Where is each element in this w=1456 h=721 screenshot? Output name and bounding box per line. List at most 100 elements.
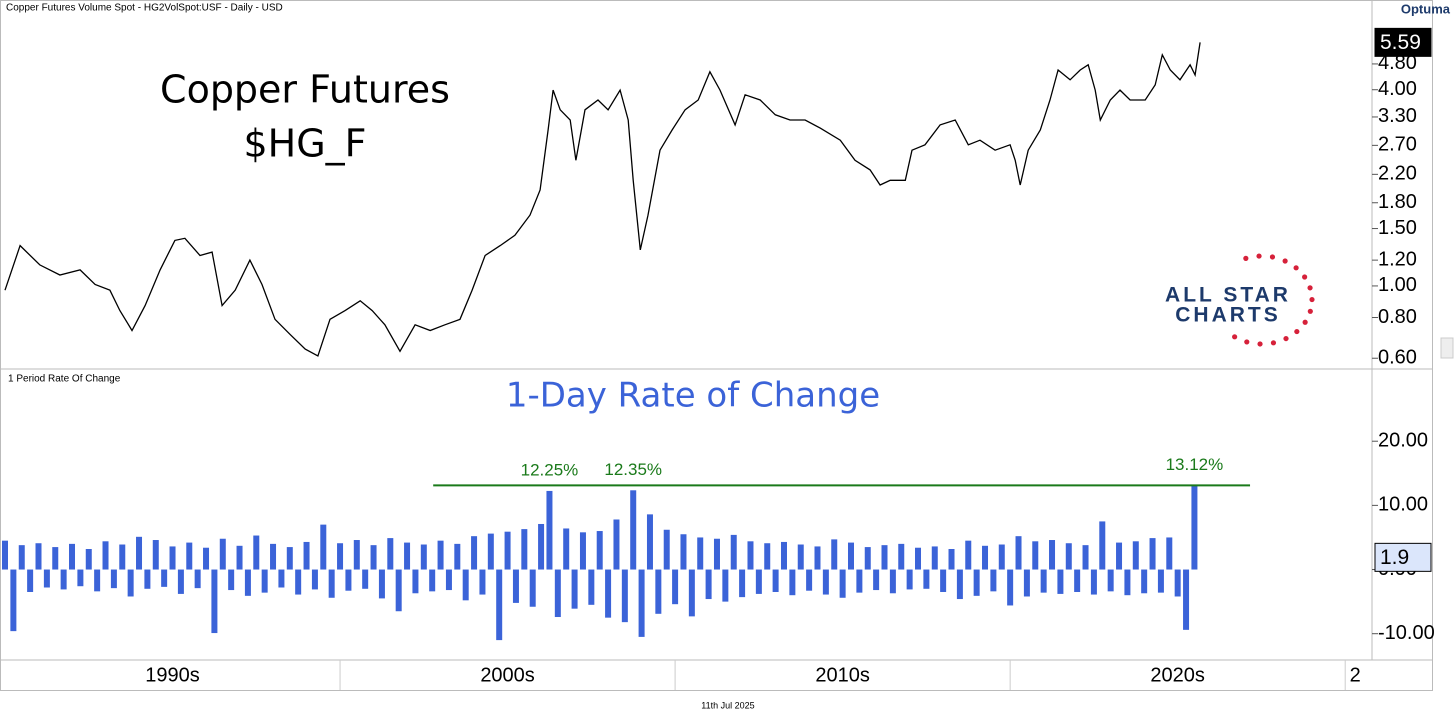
star	[1283, 335, 1289, 342]
roc-bar	[43, 569, 50, 588]
roc-bar	[353, 540, 360, 570]
logo-line: CHARTS	[1175, 304, 1281, 327]
roc-bar	[739, 569, 746, 598]
annotation: 12.35%	[604, 460, 662, 479]
roc-bar	[1183, 569, 1190, 630]
roc-bar	[69, 543, 76, 570]
roc-bar	[186, 542, 193, 570]
roc-bar	[1090, 569, 1097, 595]
star	[1232, 334, 1238, 340]
roc-bar	[831, 539, 838, 570]
x-tick-label: 2010s	[815, 664, 870, 686]
roc-bar	[521, 529, 528, 570]
last-value-box	[1374, 27, 1432, 57]
roc-bar	[546, 490, 553, 570]
y-tick-label: 0.80	[1378, 306, 1417, 328]
star	[1282, 258, 1288, 264]
star	[1243, 255, 1249, 261]
roc-bar	[378, 569, 385, 599]
roc-bar	[110, 569, 117, 589]
roc-bar	[1149, 538, 1156, 570]
roc-bar	[1107, 569, 1114, 592]
roc-bar	[320, 524, 327, 570]
y-tick-label: 0.60	[1378, 347, 1417, 369]
roc-bar	[219, 538, 226, 570]
roc-bar	[395, 569, 402, 612]
roc-bar	[973, 569, 980, 596]
roc-bar	[194, 569, 201, 589]
roc-bar	[35, 543, 42, 570]
roc-bar	[1191, 485, 1198, 570]
roc-bar	[940, 569, 947, 592]
scroll-button[interactable]	[1440, 337, 1454, 359]
pane-label: 1 Period Rate Of Change	[8, 374, 121, 385]
roc-bar	[1174, 569, 1181, 597]
roc-bar	[755, 569, 762, 594]
pane-title: 1-Day Rate of Change	[506, 376, 880, 416]
roc-bar	[889, 569, 896, 594]
roc-bar	[722, 569, 729, 602]
roc-bar	[965, 540, 972, 570]
brand: Optuma	[1401, 1, 1451, 16]
x-tick-label: 2	[1350, 664, 1361, 686]
star	[1294, 328, 1300, 335]
roc-bar	[1157, 569, 1164, 593]
roc-bar	[990, 569, 997, 592]
last-value-label: 1.9	[1380, 546, 1409, 569]
roc-bar	[688, 569, 695, 617]
star	[1307, 285, 1313, 291]
roc-bar	[152, 540, 159, 570]
x-tick-label: 1990s	[145, 664, 200, 686]
roc-bar	[1132, 541, 1139, 570]
last-value-label: 5.59	[1380, 31, 1421, 54]
header-title: Copper Futures Volume Spot - HG2VolSpot:…	[6, 3, 283, 14]
annotation: 12.25%	[521, 460, 579, 479]
roc-bar	[881, 545, 888, 570]
roc-bar	[1023, 569, 1030, 597]
roc-bar	[1082, 545, 1089, 570]
roc-bar	[286, 547, 293, 570]
star	[1302, 274, 1308, 280]
frame	[0, 0, 1433, 691]
roc-bar	[730, 534, 737, 570]
y-tick-label: 4.80	[1378, 52, 1417, 74]
roc-bar	[948, 549, 955, 570]
roc-bar	[655, 569, 662, 614]
roc-bar	[177, 569, 184, 594]
roc-bar	[713, 538, 720, 570]
chart-subtitle: $HG_F	[243, 122, 366, 166]
x-tick-label: 2000s	[480, 664, 535, 686]
roc-bar	[228, 569, 235, 591]
last-value-box	[1374, 542, 1432, 572]
roc-bar	[1049, 540, 1056, 570]
roc-bar	[278, 569, 285, 588]
roc-bar	[596, 531, 603, 570]
roc-bar	[77, 569, 84, 587]
roc-bar	[337, 543, 344, 570]
y-tick-label: 1.80	[1378, 191, 1417, 213]
roc-bar	[127, 569, 134, 597]
star	[1307, 308, 1313, 314]
roc-bar	[856, 569, 863, 593]
price-line	[4, 42, 1201, 357]
roc-bar	[747, 541, 754, 570]
roc-bar	[638, 569, 645, 637]
roc-bar	[504, 531, 511, 570]
y-tick-label: 1.50	[1378, 217, 1417, 239]
roc-bar	[512, 569, 519, 603]
star	[1244, 339, 1250, 345]
roc-bar	[931, 546, 938, 570]
star	[1270, 340, 1277, 346]
roc-bar	[680, 534, 687, 570]
roc-bar	[94, 569, 101, 592]
y-tick-label: 3.30	[1378, 105, 1417, 127]
roc-bar	[471, 536, 478, 570]
roc-bar	[437, 540, 444, 570]
y-tick-label: 2.70	[1378, 134, 1417, 156]
roc-bar	[420, 544, 427, 570]
roc-bar	[404, 542, 411, 570]
y-tick-label: 20.00	[1378, 429, 1428, 451]
roc-bar	[303, 541, 310, 570]
roc-bar	[496, 569, 503, 641]
